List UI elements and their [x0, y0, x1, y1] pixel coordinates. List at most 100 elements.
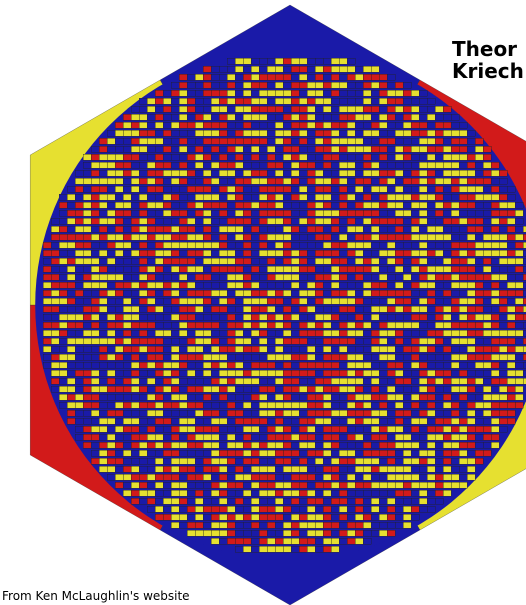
lozenge	[251, 282, 259, 288]
lozenge	[43, 266, 51, 272]
lozenge	[339, 178, 347, 184]
lozenge	[131, 186, 139, 192]
lozenge	[139, 98, 147, 104]
lozenge	[419, 202, 427, 208]
lozenge	[483, 194, 491, 200]
lozenge	[299, 346, 307, 352]
lozenge	[507, 194, 515, 200]
lozenge	[307, 522, 315, 528]
lozenge	[419, 410, 427, 416]
lozenge	[75, 354, 83, 360]
lozenge	[403, 234, 411, 240]
lozenge	[331, 338, 339, 344]
lozenge	[147, 186, 155, 192]
lozenge	[355, 290, 363, 296]
lozenge	[355, 418, 363, 424]
lozenge	[435, 346, 443, 352]
lozenge	[435, 418, 443, 424]
lozenge	[259, 378, 267, 384]
lozenge	[435, 218, 443, 224]
lozenge	[131, 250, 139, 256]
lozenge	[275, 66, 283, 72]
lozenge	[515, 234, 523, 240]
lozenge	[171, 250, 179, 256]
lozenge	[267, 442, 275, 448]
lozenge	[67, 394, 75, 400]
lozenge	[91, 274, 99, 280]
lozenge	[251, 114, 259, 120]
lozenge	[491, 226, 499, 232]
lozenge	[427, 378, 435, 384]
lozenge	[499, 226, 507, 232]
lozenge	[59, 362, 67, 368]
lozenge	[299, 130, 307, 136]
lozenge	[235, 410, 243, 416]
lozenge	[259, 306, 267, 312]
lozenge	[163, 506, 171, 512]
lozenge	[315, 234, 323, 240]
lozenge	[227, 242, 235, 248]
lozenge	[339, 354, 347, 360]
lozenge	[331, 290, 339, 296]
lozenge	[107, 306, 115, 312]
lozenge	[379, 146, 387, 152]
lozenge	[67, 282, 75, 288]
lozenge	[235, 194, 243, 200]
lozenge	[315, 538, 323, 544]
lozenge	[315, 162, 323, 168]
lozenge	[307, 362, 315, 368]
lozenge	[187, 346, 195, 352]
lozenge	[475, 434, 483, 440]
lozenge	[379, 474, 387, 480]
lozenge	[227, 450, 235, 456]
lozenge	[427, 258, 435, 264]
lozenge	[259, 354, 267, 360]
lozenge	[195, 346, 203, 352]
lozenge	[211, 74, 219, 80]
lozenge	[427, 362, 435, 368]
lozenge	[443, 402, 451, 408]
lozenge	[195, 418, 203, 424]
lozenge	[195, 178, 203, 184]
lozenge	[339, 138, 347, 144]
lozenge	[203, 250, 211, 256]
lozenge	[259, 90, 267, 96]
lozenge	[51, 258, 59, 264]
lozenge	[347, 298, 355, 304]
lozenge	[507, 354, 515, 360]
lozenge	[331, 274, 339, 280]
lozenge	[323, 178, 331, 184]
lozenge	[235, 442, 243, 448]
lozenge	[211, 354, 219, 360]
lozenge	[443, 442, 451, 448]
lozenge	[339, 498, 347, 504]
lozenge	[251, 466, 259, 472]
lozenge	[235, 274, 243, 280]
lozenge	[475, 410, 483, 416]
lozenge	[67, 386, 75, 392]
lozenge	[403, 146, 411, 152]
lozenge	[267, 330, 275, 336]
lozenge	[355, 458, 363, 464]
lozenge	[507, 234, 515, 240]
lozenge	[427, 146, 435, 152]
lozenge	[323, 490, 331, 496]
lozenge	[99, 170, 107, 176]
lozenge	[51, 354, 59, 360]
lozenge	[475, 386, 483, 392]
title-line: Kriech	[452, 59, 524, 83]
lozenge	[291, 274, 299, 280]
lozenge	[307, 90, 315, 96]
lozenge	[51, 226, 59, 232]
lozenge	[387, 250, 395, 256]
lozenge	[211, 530, 219, 536]
lozenge	[275, 202, 283, 208]
lozenge	[251, 330, 259, 336]
lozenge	[419, 330, 427, 336]
lozenge	[179, 138, 187, 144]
lozenge	[291, 122, 299, 128]
lozenge	[235, 346, 243, 352]
lozenge	[411, 138, 419, 144]
lozenge	[283, 178, 291, 184]
lozenge	[443, 274, 451, 280]
